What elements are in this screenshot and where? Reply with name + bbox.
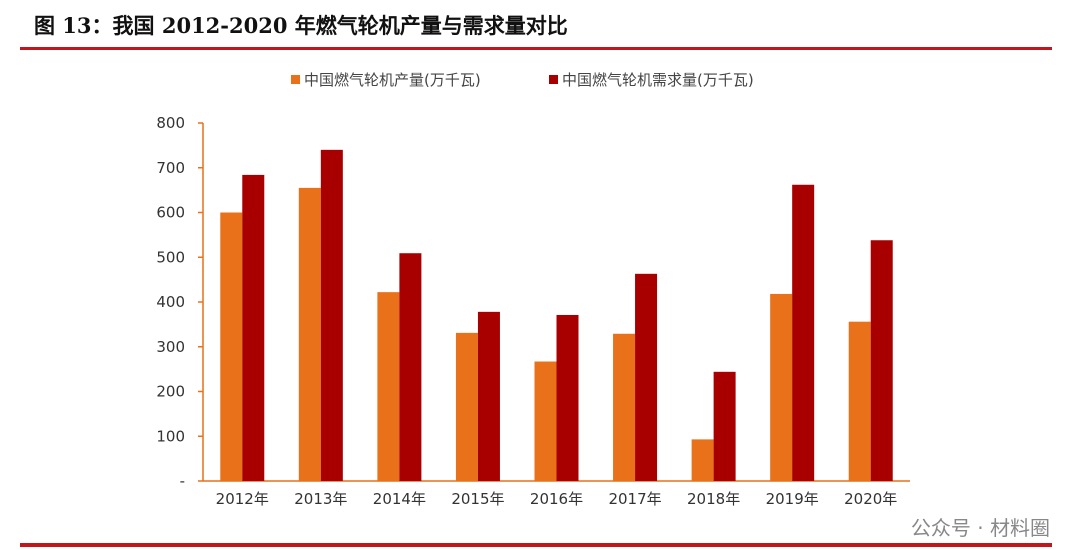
y-tick-label: 100 (156, 427, 185, 445)
figure-title: 图 13：我国 2012-2020 年燃气轮机产量与需求量对比 (34, 13, 568, 38)
bar-demand (556, 314, 579, 481)
bar-demand (713, 371, 736, 481)
x-tick-label: 2016年 (530, 490, 583, 508)
y-tick-label: 300 (156, 338, 185, 356)
x-tick-label: 2015年 (451, 490, 504, 508)
x-tick-label: 2014年 (373, 490, 426, 508)
y-tick-label: - (180, 472, 185, 490)
x-tick-label: 2012年 (216, 490, 269, 508)
bar-demand (635, 273, 658, 481)
y-tick-label: 600 (156, 204, 185, 222)
bar-production (377, 292, 400, 481)
bar-production (848, 321, 871, 481)
legend-label: 中国燃气轮机产量(万千瓦) (304, 71, 481, 89)
bar-demand (320, 149, 343, 481)
bar-demand (870, 240, 893, 481)
bar-demand (242, 174, 265, 481)
watermark: 公众号 · 材料圈 (910, 516, 1050, 540)
y-tick-label: 200 (156, 383, 185, 401)
y-tick-label: 800 (156, 114, 185, 132)
title-divider (20, 47, 1052, 50)
x-tick-label: 2017年 (608, 490, 661, 508)
bar-production (534, 361, 557, 481)
y-tick-label: 400 (156, 293, 185, 311)
y-tick-label: 700 (156, 159, 185, 177)
bar-demand (792, 184, 815, 481)
y-tick-label: 500 (156, 248, 185, 266)
x-tick-label: 2020年 (844, 490, 897, 508)
bar-production (613, 333, 636, 481)
x-tick-label: 2019年 (766, 490, 819, 508)
legend-label: 中国燃气轮机需求量(万千瓦) (562, 71, 754, 89)
bar-demand (477, 311, 500, 481)
x-tick-label: 2018年 (687, 490, 740, 508)
bar-production (220, 212, 243, 481)
bar-production (691, 439, 714, 481)
legend-swatch (549, 75, 558, 84)
bar-production (298, 187, 321, 481)
bar-demand (399, 253, 422, 481)
footer-divider (20, 543, 1052, 547)
bar-production (770, 293, 793, 481)
legend-swatch (291, 75, 300, 84)
x-tick-label: 2013年 (294, 490, 347, 508)
bar-production (455, 332, 478, 481)
